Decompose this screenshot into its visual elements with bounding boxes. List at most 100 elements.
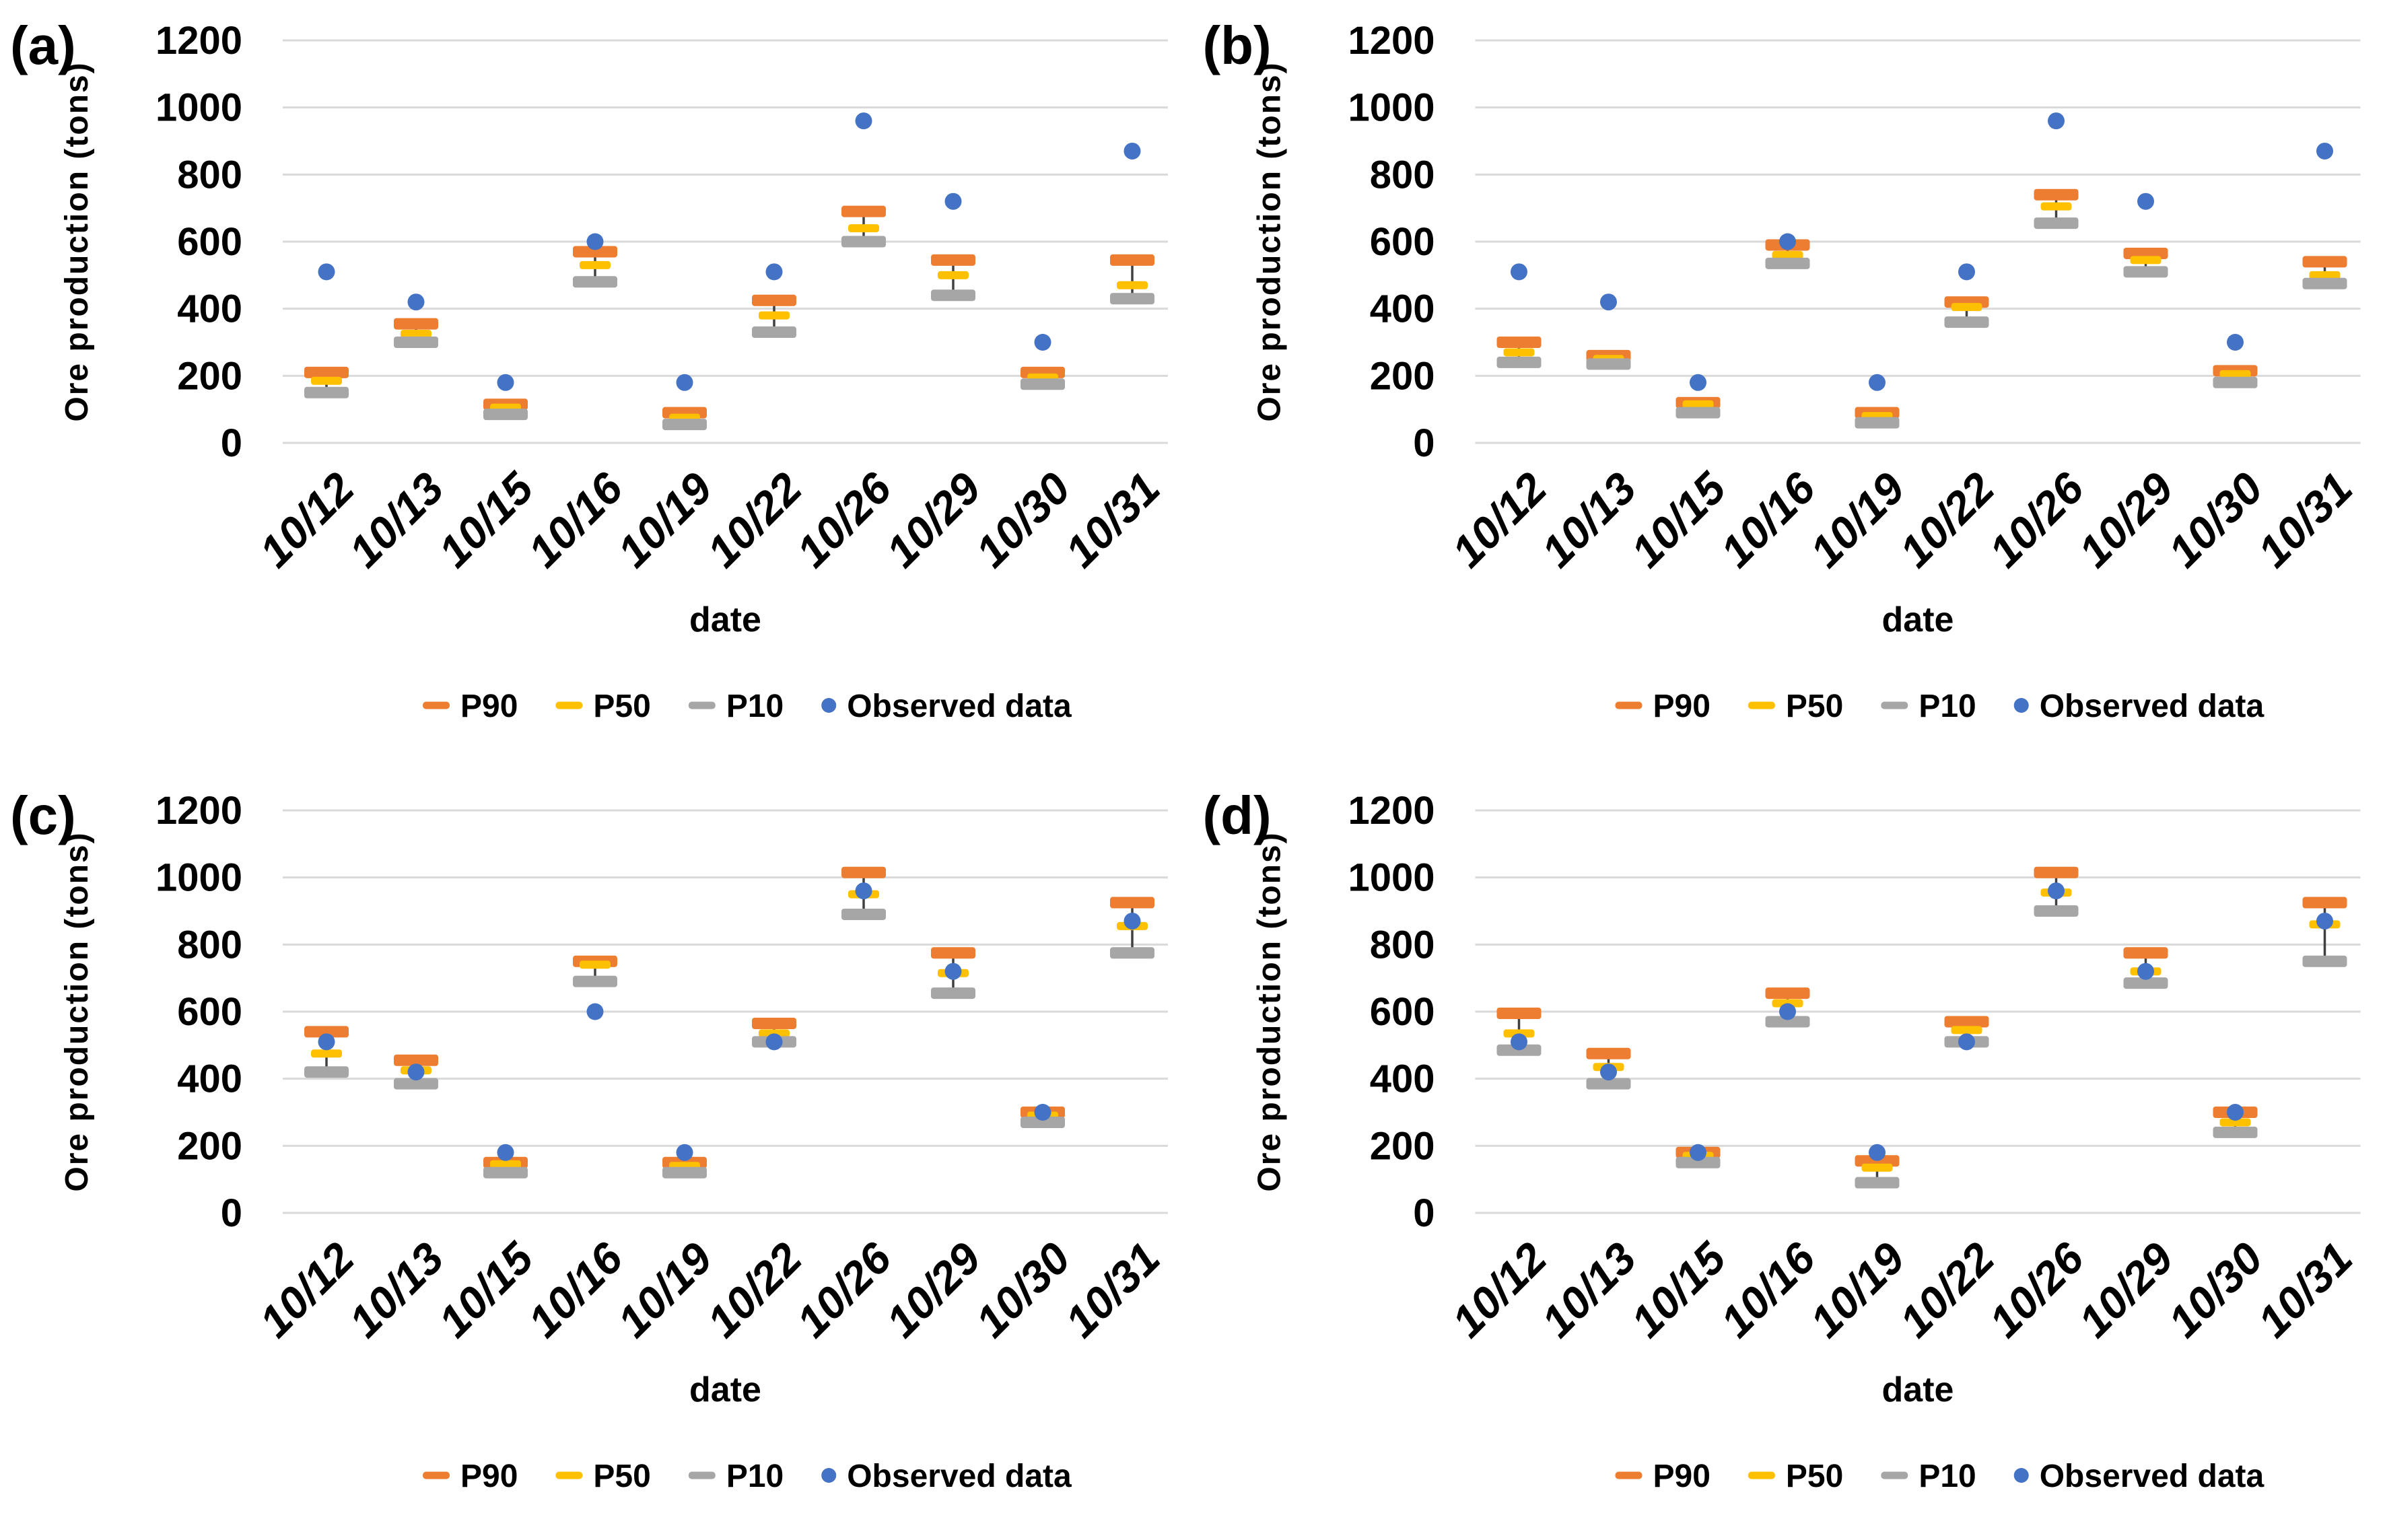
p50-marker: [490, 1160, 521, 1168]
p90-marker: [841, 866, 886, 878]
y-tick-label: 0: [1413, 421, 1435, 465]
data-cluster: [573, 955, 617, 1020]
observed-marker: [1958, 263, 1975, 281]
observed-marker: [1779, 233, 1796, 250]
observed-marker: [586, 1003, 604, 1020]
panel-tag: (b): [1203, 15, 1272, 75]
p10-marker: [1021, 378, 1065, 390]
y-tick-label: 800: [1370, 923, 1435, 967]
observed-marker: [855, 112, 872, 130]
panel-background: [0, 0, 1192, 770]
data-cluster: [1021, 1104, 1065, 1128]
legend-dash-icon: [1748, 1471, 1775, 1479]
chart-a: 0 200 400 600 800 1000 1200 (a)Ore production (…: [0, 0, 1192, 770]
x-axis-title: date: [1882, 1370, 1954, 1409]
legend: P90 P50 P10 Observed data: [423, 689, 1072, 724]
chart-d: 0 200 400 600 800 1000 1200 (d)Ore production (…: [1192, 770, 2385, 1540]
panel-tag: (a): [10, 15, 76, 75]
legend-dash-icon: [423, 1471, 450, 1479]
p10-marker: [1586, 358, 1631, 370]
p50-marker: [311, 1049, 342, 1058]
observed-marker: [1690, 1144, 1706, 1161]
legend-label: P50: [593, 1459, 650, 1494]
p90-marker: [394, 1054, 438, 1066]
panel-tag: (d): [1203, 785, 1272, 845]
p50-marker: [580, 260, 611, 269]
legend-label: P10: [1919, 1459, 1976, 1494]
observed-marker: [2048, 112, 2065, 130]
p10-marker: [2034, 905, 2079, 917]
p50-marker: [2219, 1118, 2251, 1127]
y-tick-label: 800: [177, 153, 242, 197]
observed-marker: [2048, 882, 2065, 900]
p10-marker: [752, 326, 796, 339]
p50-marker: [1503, 348, 1535, 357]
p90-marker: [1944, 1016, 1989, 1028]
y-tick-label: 200: [1370, 354, 1435, 398]
y-tick-label: 1000: [155, 856, 242, 900]
p10-marker: [1765, 1016, 1810, 1028]
legend: P90 P50 P10 Observed data: [1615, 689, 2264, 724]
observed-marker: [318, 1033, 335, 1051]
p50-marker: [1117, 281, 1148, 289]
y-axis-title: Ore production (tons): [1252, 831, 1288, 1191]
data-cluster: [1765, 233, 1810, 269]
legend-dash-icon: [1748, 701, 1775, 709]
p50-marker: [1861, 1163, 1893, 1172]
p50-marker: [2130, 256, 2162, 265]
p10-marker: [1110, 293, 1154, 305]
p90-marker: [752, 1017, 796, 1029]
observed-marker: [2316, 142, 2333, 160]
panel-d: 0 200 400 600 800 1000 1200 (d) Ore production (…: [1192, 770, 2385, 1540]
data-cluster: [1855, 1144, 1900, 1189]
legend-label: P10: [1919, 689, 1976, 724]
p90-marker: [931, 254, 975, 266]
legend-dot-icon: [821, 698, 837, 713]
p10-marker: [304, 386, 349, 398]
observed-marker: [1124, 142, 1141, 160]
y-tick-label: 600: [1370, 220, 1435, 264]
p50-marker: [580, 960, 611, 969]
p10-marker: [2123, 977, 2168, 989]
p10-marker: [2213, 1126, 2258, 1138]
y-tick-label: 0: [221, 1191, 242, 1235]
y-tick-label: 400: [177, 1057, 242, 1101]
legend-dot-icon: [821, 1468, 837, 1483]
p10-marker: [931, 289, 975, 302]
p10-marker: [394, 337, 438, 348]
data-cluster: [2123, 193, 2168, 278]
data-cluster: [1944, 263, 1989, 328]
observed-marker: [2227, 1104, 2244, 1121]
data-cluster: [1855, 374, 1900, 429]
observed-marker: [1779, 1003, 1796, 1020]
p10-marker: [841, 236, 886, 248]
observed-marker: [676, 1144, 693, 1161]
p10-marker: [931, 987, 975, 1000]
legend-label: P90: [1653, 689, 1710, 724]
p90-marker: [1496, 1007, 1542, 1019]
data-cluster: [662, 1144, 707, 1179]
observed-marker: [944, 963, 962, 980]
p10-marker: [2034, 217, 2079, 230]
legend-label: P10: [726, 1459, 784, 1494]
legend-label: P50: [1786, 1459, 1843, 1494]
y-tick-label: 1200: [155, 19, 242, 63]
p10-marker: [573, 276, 617, 288]
y-tick-label: 1000: [1348, 856, 1435, 900]
legend-dash-icon: [555, 701, 583, 709]
observed-marker: [1600, 293, 1617, 311]
y-tick-label: 400: [177, 287, 242, 331]
chart-b: 0 200 400 600 800 1000 1200 (b)Ore production (…: [1192, 0, 2385, 770]
x-axis-title: date: [689, 600, 761, 639]
observed-marker: [2316, 912, 2333, 930]
data-cluster: [1110, 897, 1154, 959]
data-cluster: [2034, 866, 2079, 917]
p10-marker: [1675, 1156, 1721, 1168]
y-tick-label: 400: [1370, 1057, 1435, 1101]
panel-tag: (c): [10, 785, 76, 845]
data-cluster: [1586, 1047, 1631, 1090]
panel-b: 0 200 400 600 800 1000 1200 (b) Ore production (…: [1192, 0, 2385, 770]
p90-marker: [2034, 866, 2079, 878]
data-cluster: [1765, 987, 1810, 1028]
